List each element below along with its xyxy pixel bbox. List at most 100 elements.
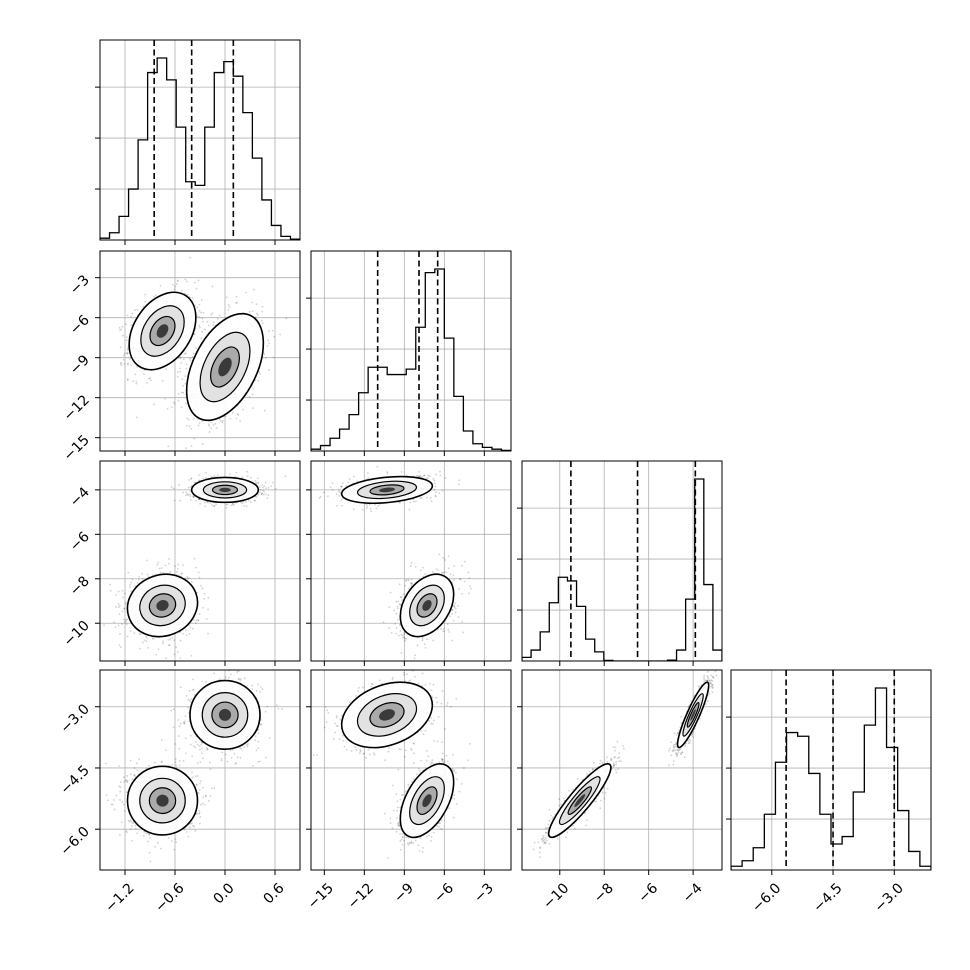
scatter-point bbox=[132, 380, 134, 383]
scatter-point bbox=[192, 495, 194, 498]
scatter-point bbox=[120, 328, 123, 331]
scatter-point bbox=[121, 325, 124, 328]
scatter-point bbox=[251, 393, 254, 396]
scatter-point bbox=[175, 283, 178, 285]
scatter-point bbox=[195, 287, 198, 290]
scatter-point bbox=[162, 455, 164, 457]
scatter-point bbox=[199, 326, 201, 329]
scatter-point bbox=[160, 567, 163, 569]
scatter-point bbox=[200, 337, 203, 340]
scatter-point bbox=[123, 363, 126, 365]
scatter-point bbox=[268, 737, 271, 739]
scatter-point bbox=[131, 578, 134, 581]
scatter-point bbox=[256, 312, 258, 315]
scatter-point bbox=[175, 763, 177, 766]
scatter-point bbox=[131, 312, 134, 315]
scatter-point bbox=[138, 578, 140, 581]
histogram-step-line bbox=[311, 268, 511, 451]
scatter-point bbox=[213, 672, 216, 675]
scatter-point bbox=[161, 642, 164, 645]
scatter-point bbox=[229, 673, 232, 676]
scatter-point bbox=[243, 677, 246, 680]
scatter-point bbox=[178, 484, 180, 486]
scatter-point bbox=[255, 749, 258, 752]
scatter-point bbox=[117, 602, 120, 605]
scatter-point bbox=[268, 330, 271, 333]
scatter-point bbox=[191, 688, 194, 691]
scatter-point bbox=[191, 355, 194, 358]
scatter-point bbox=[257, 747, 260, 750]
scatter-point bbox=[224, 676, 227, 679]
y-tick-label: −9 bbox=[67, 352, 93, 378]
scatter-point bbox=[257, 732, 260, 735]
scatter-point bbox=[206, 746, 208, 749]
scatter-point bbox=[159, 285, 162, 287]
scatter-point bbox=[195, 566, 197, 569]
scatter-point bbox=[199, 761, 202, 764]
scatter-point bbox=[130, 324, 133, 327]
scatter-point bbox=[171, 406, 173, 409]
scatter-point bbox=[126, 351, 129, 354]
scatter-point bbox=[186, 417, 189, 420]
scatter-point bbox=[134, 775, 137, 778]
scatter-point bbox=[124, 603, 127, 605]
scatter-point bbox=[162, 640, 165, 643]
scatter-point bbox=[231, 503, 234, 506]
scatter-point bbox=[198, 613, 201, 615]
scatter-point bbox=[125, 601, 127, 604]
scatter-point bbox=[185, 367, 188, 370]
density-peak bbox=[218, 708, 232, 721]
scatter-point bbox=[205, 471, 208, 474]
scatter-point bbox=[167, 639, 170, 641]
scatter-point bbox=[181, 572, 184, 575]
panel-frame bbox=[310, 250, 512, 452]
scatter-point bbox=[184, 375, 187, 378]
scatter-point bbox=[198, 811, 201, 814]
y-tick-label: −10 bbox=[61, 618, 93, 650]
scatter-point bbox=[178, 747, 181, 750]
scatter-point bbox=[228, 306, 231, 308]
scatter-point bbox=[189, 495, 192, 498]
scatter-point bbox=[201, 331, 204, 333]
scatter-point bbox=[106, 799, 109, 802]
y-tick-label: −4 bbox=[67, 484, 93, 510]
scatter-point bbox=[130, 315, 132, 318]
scatter-point bbox=[258, 485, 261, 488]
scatter-point bbox=[117, 624, 120, 627]
density-peak bbox=[218, 357, 232, 377]
scatter-point bbox=[125, 336, 128, 339]
scatter-point bbox=[196, 775, 199, 777]
scatter-point bbox=[189, 490, 192, 493]
scatter-point bbox=[184, 382, 187, 385]
panel-frame bbox=[99, 39, 301, 241]
scatter-point bbox=[228, 677, 231, 679]
scatter-point bbox=[198, 309, 201, 312]
scatter-point bbox=[120, 364, 123, 367]
scatter-point bbox=[177, 735, 180, 737]
scatter-point bbox=[135, 762, 138, 765]
scatter-point bbox=[147, 377, 150, 380]
scatter-point bbox=[255, 481, 258, 484]
scatter-point bbox=[218, 314, 221, 317]
panel-frame bbox=[99, 460, 301, 662]
scatter-point bbox=[196, 306, 199, 309]
scatter-point bbox=[207, 596, 210, 599]
scatter-point bbox=[174, 285, 176, 288]
histogram-step-line bbox=[100, 57, 300, 240]
scatter-point bbox=[222, 419, 224, 422]
scatter-point bbox=[207, 324, 210, 327]
scatter-point bbox=[270, 485, 273, 488]
scatter-point bbox=[159, 571, 162, 574]
scatter-point bbox=[109, 583, 111, 586]
scatter-point bbox=[198, 303, 201, 306]
scatter-point bbox=[113, 621, 116, 624]
scatter-point bbox=[115, 593, 117, 596]
scatter-point bbox=[239, 679, 242, 682]
scatter-point bbox=[175, 646, 178, 649]
scatter-point bbox=[230, 504, 233, 507]
scatter-point bbox=[196, 315, 199, 318]
scatter-point bbox=[123, 781, 125, 783]
scatter-point bbox=[234, 763, 237, 765]
scatter-point bbox=[131, 839, 133, 842]
scatter-point bbox=[144, 293, 147, 296]
